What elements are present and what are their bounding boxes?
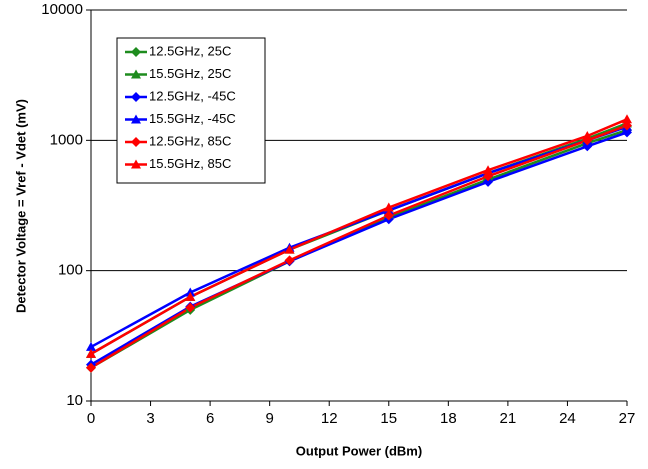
x-tick-label: 15 xyxy=(380,410,397,427)
marker xyxy=(185,291,196,301)
marker xyxy=(131,137,141,147)
y-tick-label: 1000 xyxy=(50,131,83,148)
x-tick-label: 0 xyxy=(87,410,95,427)
marker xyxy=(483,176,494,187)
marker xyxy=(86,341,96,351)
x-tick-label: 12 xyxy=(321,410,338,427)
x-tick-label: 18 xyxy=(440,410,457,427)
marker xyxy=(383,202,394,212)
legend-label: 15.5GHz, -45C xyxy=(149,111,236,126)
legend-label: 12.5GHz, 25C xyxy=(149,43,231,58)
marker xyxy=(284,244,295,254)
marker xyxy=(284,255,295,266)
x-tick-label: 3 xyxy=(146,410,154,427)
x-tick-label: 6 xyxy=(206,410,214,427)
y-tick-label: 10000 xyxy=(41,1,83,18)
marker xyxy=(622,114,632,124)
x-axis-label: Output Power (dBm) xyxy=(296,443,422,458)
marker xyxy=(383,210,394,221)
marker xyxy=(131,69,141,79)
marker xyxy=(131,114,141,124)
x-tick-label: 21 xyxy=(500,410,517,427)
y-tick-label: 10 xyxy=(66,392,83,409)
legend-box xyxy=(116,37,266,184)
legend-label: 12.5GHz, 85C xyxy=(149,133,231,148)
marker xyxy=(131,47,141,57)
marker xyxy=(131,92,141,102)
marker xyxy=(185,302,196,313)
legend-label: 15.5GHz, 85C xyxy=(149,156,231,171)
y-axis-label: Detector Voltage = Vref - Vdet (mV) xyxy=(13,99,28,313)
y-tick-label: 100 xyxy=(58,262,83,279)
marker xyxy=(582,130,593,140)
marker xyxy=(131,159,141,169)
x-tick-label: 9 xyxy=(265,410,273,427)
marker xyxy=(483,165,494,175)
marker xyxy=(86,362,96,373)
x-tick-label: 24 xyxy=(559,410,576,427)
legend-label: 12.5GHz, -45C xyxy=(149,88,236,103)
x-tick-label: 27 xyxy=(619,410,636,427)
legend-label: 15.5GHz, 25C xyxy=(149,66,231,81)
marker xyxy=(86,348,96,358)
